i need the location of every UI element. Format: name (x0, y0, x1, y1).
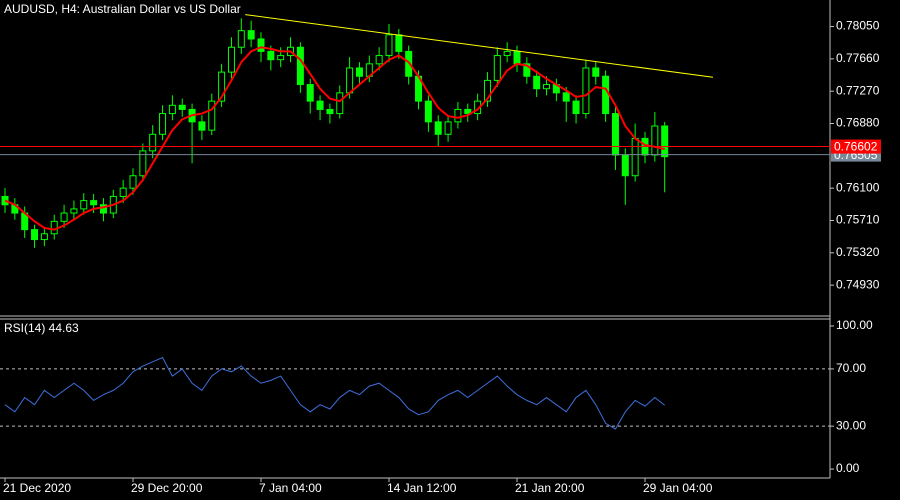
candle-body (395, 34, 403, 52)
candle-body (631, 137, 639, 177)
y-tick-label: 0.75710 (836, 213, 880, 227)
candle-body (572, 100, 580, 115)
candle-body (129, 175, 137, 189)
rsi-line (4, 356, 665, 430)
y-tick-label: 70.00 (836, 361, 866, 375)
candle-body (326, 108, 334, 115)
candle-body (257, 38, 265, 52)
indicator-title: RSI(14) 44.63 (4, 321, 79, 335)
candle-body (198, 121, 206, 131)
x-tick-label: 29 Dec 20:00 (131, 481, 203, 495)
y-tick-label: 0.75320 (836, 245, 880, 259)
candle-body (139, 150, 147, 177)
plot: 0.78050 0.77660 0.77270 0.76880 0.76100 0.757… (0, 14, 881, 495)
candle-body (355, 67, 363, 77)
chart-title: AUDUSD, H4: Australian Dollar vs US Doll… (4, 2, 241, 16)
moving-average (4, 46, 665, 231)
x-tick-label: 7 Jan 04:00 (259, 481, 322, 495)
candle-body (434, 121, 442, 135)
candle-body (464, 108, 472, 115)
candle-body (296, 46, 304, 86)
price-label-box (831, 139, 881, 154)
candle-body (119, 187, 127, 197)
candle-body (247, 30, 255, 40)
y-tick-label: 0.76880 (836, 116, 880, 130)
y-tick-label: 0.74930 (836, 277, 880, 291)
candle-body (523, 63, 531, 77)
candle-body (385, 34, 393, 57)
candle-body (375, 55, 383, 65)
candle-body (227, 46, 235, 73)
y-tick-label: 0.77270 (836, 83, 880, 97)
candle-body (582, 67, 590, 115)
candle-body (602, 75, 610, 115)
candle-body (493, 55, 501, 81)
candle-body (1, 195, 9, 206)
candle-body (70, 208, 78, 214)
candle-body (208, 100, 216, 131)
candle-body (621, 154, 629, 177)
candle-body (424, 100, 432, 123)
candle-body (90, 200, 98, 206)
candle-body (178, 104, 186, 110)
candle-body (50, 220, 58, 235)
candle-body (661, 125, 669, 158)
candle-body (562, 92, 570, 102)
candle-body (40, 233, 48, 241)
candle-body (60, 212, 68, 222)
candle-body (80, 200, 88, 210)
candle-body (316, 100, 324, 110)
y-tick-label: 0.76100 (836, 180, 880, 194)
candle-body (218, 71, 226, 102)
x-tick-label: 14 Jan 12:00 (387, 481, 457, 495)
candle-body (277, 55, 285, 61)
candle-body (592, 67, 600, 77)
candle-body (168, 104, 176, 115)
candle-body (99, 204, 107, 214)
candle-body (31, 229, 39, 241)
candle-body (503, 50, 511, 57)
trendline (245, 14, 713, 78)
candle-body (237, 30, 245, 48)
x-tick-label: 21 Jan 20:00 (515, 481, 585, 495)
y-tick-label: 0.78050 (836, 19, 880, 33)
candle-body (267, 50, 275, 61)
candle-body (346, 67, 354, 94)
candle-body (483, 79, 491, 102)
candle-body (611, 113, 619, 156)
candle-body (149, 133, 157, 152)
x-tick-label: 21 Dec 2020 (3, 481, 71, 495)
y-tick-label: 30.00 (836, 418, 866, 432)
x-tick-label: 29 Jan 04:00 (643, 481, 713, 495)
price-label: 0.76602 (834, 140, 878, 154)
candle-body (533, 75, 541, 90)
y-tick-label: 100.00 (836, 318, 873, 332)
candle-body (651, 125, 659, 156)
candle-body (513, 50, 521, 65)
candle-body (543, 84, 551, 90)
candle-body (306, 84, 314, 102)
y-tick-label: 0.77660 (836, 51, 880, 65)
candle-body (454, 108, 462, 123)
y-tick-label: 0.00 (836, 461, 860, 475)
candle-body (336, 92, 344, 115)
candle-body (159, 113, 167, 135)
candle-body (444, 121, 452, 135)
